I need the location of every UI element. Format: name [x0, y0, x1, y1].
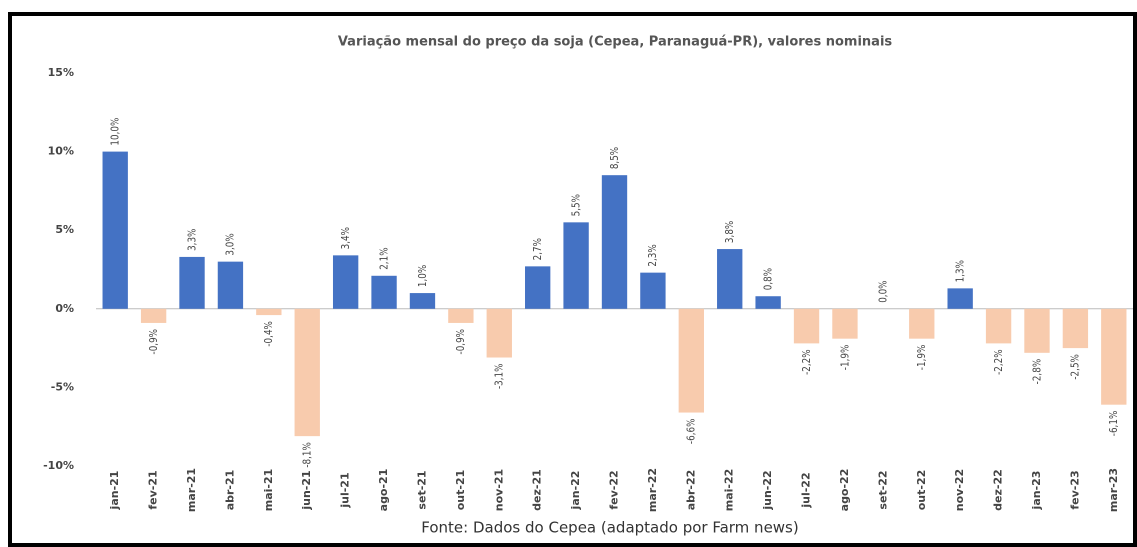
value-label: 8,5% — [609, 147, 621, 169]
value-label: 1,3% — [955, 260, 967, 282]
value-label: 2,1% — [379, 247, 391, 269]
bar — [409, 293, 436, 309]
bar — [1062, 308, 1089, 349]
x-tick-label: mar-21 — [185, 468, 198, 512]
y-tick-label: 5% — [55, 223, 74, 236]
bar — [947, 288, 973, 309]
value-label: -1,9% — [916, 345, 928, 371]
x-tick-label: ago-21 — [377, 469, 390, 512]
value-label: 3,3% — [186, 229, 198, 251]
y-tick-label: 0% — [55, 302, 74, 315]
x-tick-label: nov-21 — [492, 469, 505, 511]
x-tick-label: nov-22 — [953, 469, 966, 511]
x-tick-label: jan-21 — [108, 471, 121, 511]
x-tick-label: fev-21 — [147, 470, 160, 509]
bar — [525, 266, 551, 309]
x-tick-label: mai-22 — [723, 469, 736, 512]
bar — [179, 256, 205, 309]
y-tick-label: 10% — [48, 145, 74, 158]
x-tick-label: dez-22 — [992, 469, 1005, 511]
bar — [832, 308, 858, 339]
value-label: -2,5% — [1070, 354, 1082, 380]
value-label: 10,0% — [110, 118, 122, 146]
x-tick-label: dez-21 — [531, 469, 544, 511]
x-tick-label: jul-22 — [800, 472, 813, 508]
x-tick-label: mar-22 — [646, 468, 659, 512]
value-label: -0,4% — [263, 321, 275, 347]
chart-title: Variação mensal do preço da soja (Cepea,… — [338, 35, 893, 50]
bar — [563, 222, 589, 309]
x-tick-label: jan-23 — [1030, 471, 1043, 511]
value-label: -8,1% — [302, 442, 314, 468]
y-tick-label: -10% — [43, 459, 74, 472]
value-label: -6,6% — [686, 419, 698, 445]
bar — [755, 296, 781, 309]
bar — [448, 308, 474, 323]
x-tick-label: fev-22 — [608, 470, 621, 509]
x-tick-label: set-21 — [415, 470, 428, 509]
source: Fonte: Dados do Cepea (adaptado por Farm… — [421, 519, 798, 537]
value-label: 1,0% — [417, 265, 429, 287]
value-label: 2,7% — [532, 238, 544, 260]
bar — [294, 308, 320, 437]
x-tick-label: set-22 — [876, 470, 889, 509]
bar — [678, 308, 704, 413]
value-label: 5,5% — [571, 194, 583, 216]
bar — [486, 308, 512, 358]
value-label: -2,8% — [1031, 359, 1043, 385]
bar — [256, 308, 282, 316]
bar — [140, 308, 167, 323]
bar — [601, 175, 628, 309]
value-label: 3,4% — [340, 227, 352, 249]
bar — [1101, 308, 1127, 405]
bar — [717, 249, 743, 309]
bar — [102, 151, 128, 309]
value-label: 2,3% — [647, 244, 659, 266]
value-label: -2,2% — [993, 349, 1005, 375]
value-label: -0,9% — [148, 329, 160, 355]
bar — [985, 308, 1012, 344]
value-label: -0,9% — [455, 329, 467, 355]
bar — [217, 261, 244, 309]
x-tick-label: fev-23 — [1068, 470, 1081, 509]
x-tick-label: abr-22 — [684, 470, 697, 511]
value-label: 3,8% — [724, 221, 736, 243]
value-label: -1,9% — [839, 345, 851, 371]
value-label: -3,1% — [494, 364, 506, 390]
x-tick-label: jun-21 — [300, 470, 313, 510]
bar — [1024, 308, 1050, 353]
bar — [371, 275, 397, 309]
x-tick-label: jul-21 — [339, 472, 352, 508]
x-tick-label: ago-22 — [838, 469, 851, 512]
value-label: -2,2% — [801, 349, 813, 375]
value-label: -6,1% — [1108, 411, 1120, 437]
x-tick-label: out-21 — [454, 470, 467, 511]
bar — [793, 308, 820, 344]
x-tick-label: jun-22 — [761, 470, 774, 510]
value-label: 3,0% — [225, 233, 237, 255]
x-tick-label: out-22 — [915, 470, 928, 511]
x-tick-label: mai-21 — [262, 469, 275, 512]
value-label: 0,8% — [763, 268, 775, 290]
x-tick-label: jan-22 — [569, 471, 582, 511]
bar — [909, 308, 935, 339]
y-tick-label: 15% — [48, 66, 74, 79]
y-tick-label: -5% — [51, 380, 74, 393]
bar — [332, 255, 359, 309]
x-tick-label: abr-21 — [223, 470, 236, 511]
value-label: 0,0% — [878, 280, 890, 302]
x-tick-label: mar-23 — [1107, 468, 1120, 512]
bar — [640, 272, 666, 309]
